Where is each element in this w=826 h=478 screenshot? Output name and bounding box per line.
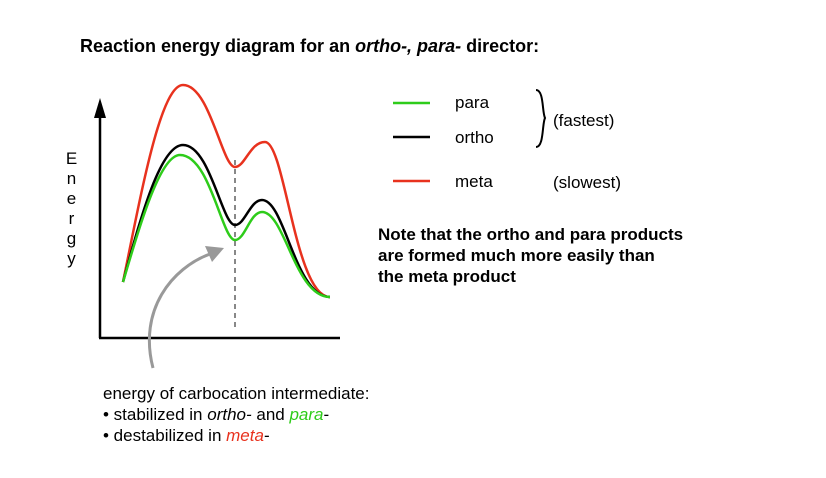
para-curve — [121, 153, 331, 299]
caption-text: and — [251, 405, 290, 424]
brace-label: (fastest) — [553, 111, 615, 130]
caption-meta: meta — [226, 426, 264, 445]
caption-line: • stabilized in ortho- and para- — [103, 406, 329, 423]
title-italic: ortho-, para- — [355, 36, 462, 56]
caption-para: para — [289, 405, 324, 424]
pointer-arrowhead — [205, 246, 224, 262]
caption-text: • stabilized in — [103, 405, 208, 424]
note-line: the meta product — [378, 267, 516, 286]
meta-note: (slowest) — [553, 173, 622, 192]
note-line: are formed much more easily than — [378, 246, 655, 265]
y-axis-arrow — [94, 98, 106, 118]
caption-text: - — [323, 405, 330, 424]
caption-line: • destabilized in meta- — [103, 427, 270, 444]
pointer-arrow — [147, 252, 211, 369]
caption-line: energy of carbocation intermediate: — [103, 384, 370, 403]
caption-text: - — [263, 426, 270, 445]
ortho-curve — [121, 143, 331, 299]
title: Reaction energy diagram for an ortho-, p… — [80, 37, 539, 55]
legend-label: ortho — [455, 128, 494, 147]
brace — [535, 89, 547, 148]
legend-label: para — [455, 93, 490, 112]
caption-text: • destabilized in — [103, 426, 227, 445]
y-axis-label: Energy — [62, 149, 81, 269]
caption-ortho: ortho- — [207, 405, 252, 424]
title-text: director: — [461, 36, 540, 56]
meta-curve — [121, 83, 331, 299]
title-text: Reaction energy diagram for an — [80, 36, 356, 56]
note-line: Note that the ortho and para products — [378, 225, 684, 244]
legend-label: meta — [455, 172, 493, 191]
